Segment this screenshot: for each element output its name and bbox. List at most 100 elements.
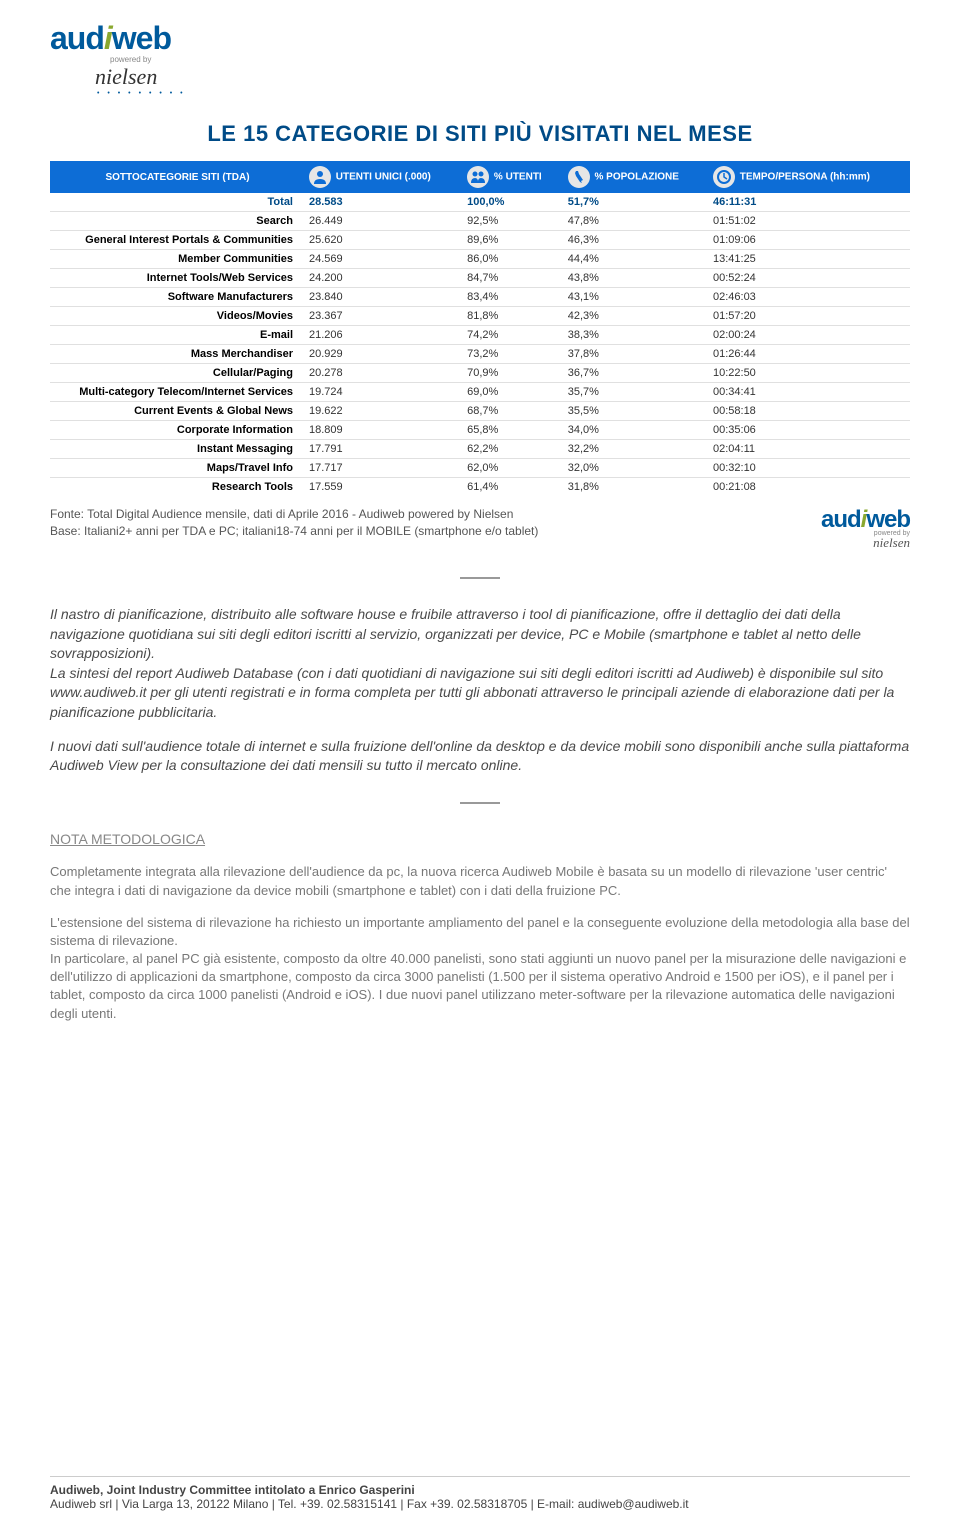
nota-title: NOTA METODOLOGICA	[50, 830, 910, 850]
cell-category: Search	[50, 212, 305, 231]
cell-pct-pop: 37,8%	[564, 345, 709, 364]
col-tempo: TEMPO/PERSONA (hh:mm)	[709, 161, 910, 193]
cell-tempo: 02:00:24	[709, 326, 910, 345]
nota-p2: L'estensione del sistema di rilevazione …	[50, 914, 910, 1023]
cell-tempo: 10:22:50	[709, 364, 910, 383]
page-footer: Audiweb, Joint Industry Committee intito…	[50, 1476, 910, 1511]
chart-title: LE 15 CATEGORIE DI SITI PIÙ VISITATI NEL…	[50, 121, 910, 147]
cell-pct-utenti: 68,7%	[463, 402, 564, 421]
cell-category: Videos/Movies	[50, 307, 305, 326]
cell-pct-pop: 47,8%	[564, 212, 709, 231]
cell-pct-pop: 43,1%	[564, 288, 709, 307]
cell-utenti: 17.717	[305, 459, 463, 478]
cell-pct-utenti: 86,0%	[463, 250, 564, 269]
cell-pct-utenti: 62,2%	[463, 440, 564, 459]
cell-tempo: 01:26:44	[709, 345, 910, 364]
cell-tempo: 00:58:18	[709, 402, 910, 421]
cell-tempo: 00:21:08	[709, 478, 910, 497]
cell-tempo: 01:57:20	[709, 307, 910, 326]
cell-category: Software Manufacturers	[50, 288, 305, 307]
cell-category: Corporate Information	[50, 421, 305, 440]
cell-pct-utenti: 70,9%	[463, 364, 564, 383]
clock-icon	[713, 166, 735, 188]
cell-pct-pop: 43,8%	[564, 269, 709, 288]
italy-icon	[568, 166, 590, 188]
col-pct-popolazione: % POPOLAZIONE	[564, 161, 709, 193]
cell-utenti: 24.569	[305, 250, 463, 269]
cell-pct-utenti: 92,5%	[463, 212, 564, 231]
cell-utenti: 26.449	[305, 212, 463, 231]
table-row: Total28.583100,0%51,7%46:11:31	[50, 193, 910, 212]
cell-pct-utenti: 89,6%	[463, 231, 564, 250]
cell-pct-pop: 51,7%	[564, 193, 709, 212]
table-row: Software Manufacturers23.84083,4%43,1%02…	[50, 288, 910, 307]
table-row: Current Events & Global News19.62268,7%3…	[50, 402, 910, 421]
person-icon	[309, 166, 331, 188]
cell-pct-pop: 35,5%	[564, 402, 709, 421]
cell-pct-utenti: 74,2%	[463, 326, 564, 345]
cell-pct-pop: 46,3%	[564, 231, 709, 250]
cell-pct-pop: 36,7%	[564, 364, 709, 383]
cell-pct-utenti: 83,4%	[463, 288, 564, 307]
cell-tempo: 46:11:31	[709, 193, 910, 212]
cell-category: Mass Merchandiser	[50, 345, 305, 364]
cell-utenti: 21.206	[305, 326, 463, 345]
cell-tempo: 00:32:10	[709, 459, 910, 478]
cell-pct-pop: 31,8%	[564, 478, 709, 497]
cell-pct-pop: 32,2%	[564, 440, 709, 459]
body-text: Il nastro di pianificazione, distribuito…	[50, 605, 910, 1023]
table-row: Internet Tools/Web Services24.20084,7%43…	[50, 269, 910, 288]
cell-tempo: 02:04:11	[709, 440, 910, 459]
divider	[460, 577, 500, 579]
cell-utenti: 20.278	[305, 364, 463, 383]
cell-category: General Interest Portals & Communities	[50, 231, 305, 250]
cell-pct-utenti: 69,0%	[463, 383, 564, 402]
divider-2	[460, 802, 500, 804]
cell-pct-pop: 42,3%	[564, 307, 709, 326]
logo-footer-chart: audiweb powered by nielsen	[821, 506, 910, 551]
footer-line1: Audiweb, Joint Industry Committee intito…	[50, 1483, 910, 1497]
nota-p1: Completamente integrata alla rilevazione…	[50, 863, 910, 899]
cell-category: Current Events & Global News	[50, 402, 305, 421]
footer-line2: Audiweb srl | Via Larga 13, 20122 Milano…	[50, 1497, 910, 1511]
cell-pct-pop: 35,7%	[564, 383, 709, 402]
cell-category: Member Communities	[50, 250, 305, 269]
table-row: Search26.44992,5%47,8%01:51:02	[50, 212, 910, 231]
cell-tempo: 13:41:25	[709, 250, 910, 269]
cell-pct-utenti: 73,2%	[463, 345, 564, 364]
cell-utenti: 17.791	[305, 440, 463, 459]
cell-category: Research Tools	[50, 478, 305, 497]
table-header-row: SOTTOCATEGORIE SITI (TDA) UTENTI UNICI (…	[50, 161, 910, 193]
cell-pct-pop: 38,3%	[564, 326, 709, 345]
logo-header: audiweb powered by nielsen • • • • • • •…	[50, 20, 910, 97]
cell-tempo: 02:46:03	[709, 288, 910, 307]
cell-pct-pop: 44,4%	[564, 250, 709, 269]
cell-utenti: 24.200	[305, 269, 463, 288]
cell-tempo: 01:09:06	[709, 231, 910, 250]
table-row: Cellular/Paging20.27870,9%36,7%10:22:50	[50, 364, 910, 383]
cell-utenti: 19.622	[305, 402, 463, 421]
table-row: E-mail21.20674,2%38,3%02:00:24	[50, 326, 910, 345]
table-row: Research Tools17.55961,4%31,8%00:21:08	[50, 478, 910, 497]
cell-pct-pop: 32,0%	[564, 459, 709, 478]
table-row: Maps/Travel Info17.71762,0%32,0%00:32:10	[50, 459, 910, 478]
table-row: Corporate Information18.80965,8%34,0%00:…	[50, 421, 910, 440]
cell-utenti: 28.583	[305, 193, 463, 212]
table-row: Mass Merchandiser20.92973,2%37,8%01:26:4…	[50, 345, 910, 364]
cell-pct-utenti: 62,0%	[463, 459, 564, 478]
table-row: Member Communities24.56986,0%44,4%13:41:…	[50, 250, 910, 269]
table-row: General Interest Portals & Communities25…	[50, 231, 910, 250]
source-note: Fonte: Total Digital Audience mensile, d…	[50, 506, 538, 540]
cell-utenti: 25.620	[305, 231, 463, 250]
cell-category: Internet Tools/Web Services	[50, 269, 305, 288]
cell-category: Total	[50, 193, 305, 212]
categories-table: SOTTOCATEGORIE SITI (TDA) UTENTI UNICI (…	[50, 161, 910, 496]
table-row: Videos/Movies23.36781,8%42,3%01:57:20	[50, 307, 910, 326]
cell-tempo: 00:34:41	[709, 383, 910, 402]
cell-tempo: 01:51:02	[709, 212, 910, 231]
cell-category: Maps/Travel Info	[50, 459, 305, 478]
cell-pct-utenti: 81,8%	[463, 307, 564, 326]
table-row: Multi-category Telecom/Internet Services…	[50, 383, 910, 402]
cell-utenti: 17.559	[305, 478, 463, 497]
cell-category: E-mail	[50, 326, 305, 345]
